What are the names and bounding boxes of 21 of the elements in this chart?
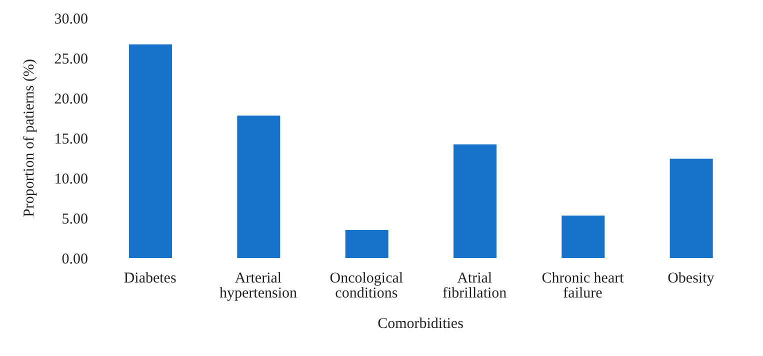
x-tick-label: Arterial hypertension [220,270,298,302]
y-tick-label: 5.00 [62,211,88,228]
x-tick-label: Obesity [668,270,715,287]
x-tick-label: Oncological conditions [330,270,404,302]
bar [129,44,172,258]
y-tick-label: 10.00 [54,171,88,188]
bar [670,158,713,258]
y-tick-label: 0.00 [62,251,88,268]
x-axis-title: Comorbidities [378,316,464,332]
x-tick-label: Diabetes [124,270,176,287]
y-tick-label: 15.00 [54,131,88,148]
bar [562,216,605,258]
y-tick-label: 20.00 [54,91,88,108]
x-tick-label: Chronic heart failure [542,270,625,302]
bar [345,230,388,258]
bar [454,144,496,258]
y-tick-label: 25.00 [54,51,88,68]
y-axis-title: Proportion of patierns (%) [21,59,38,217]
x-tick-label: Atrial fibrillation [442,270,508,302]
y-tick-label: 30.00 [54,11,88,28]
bar [237,116,280,258]
